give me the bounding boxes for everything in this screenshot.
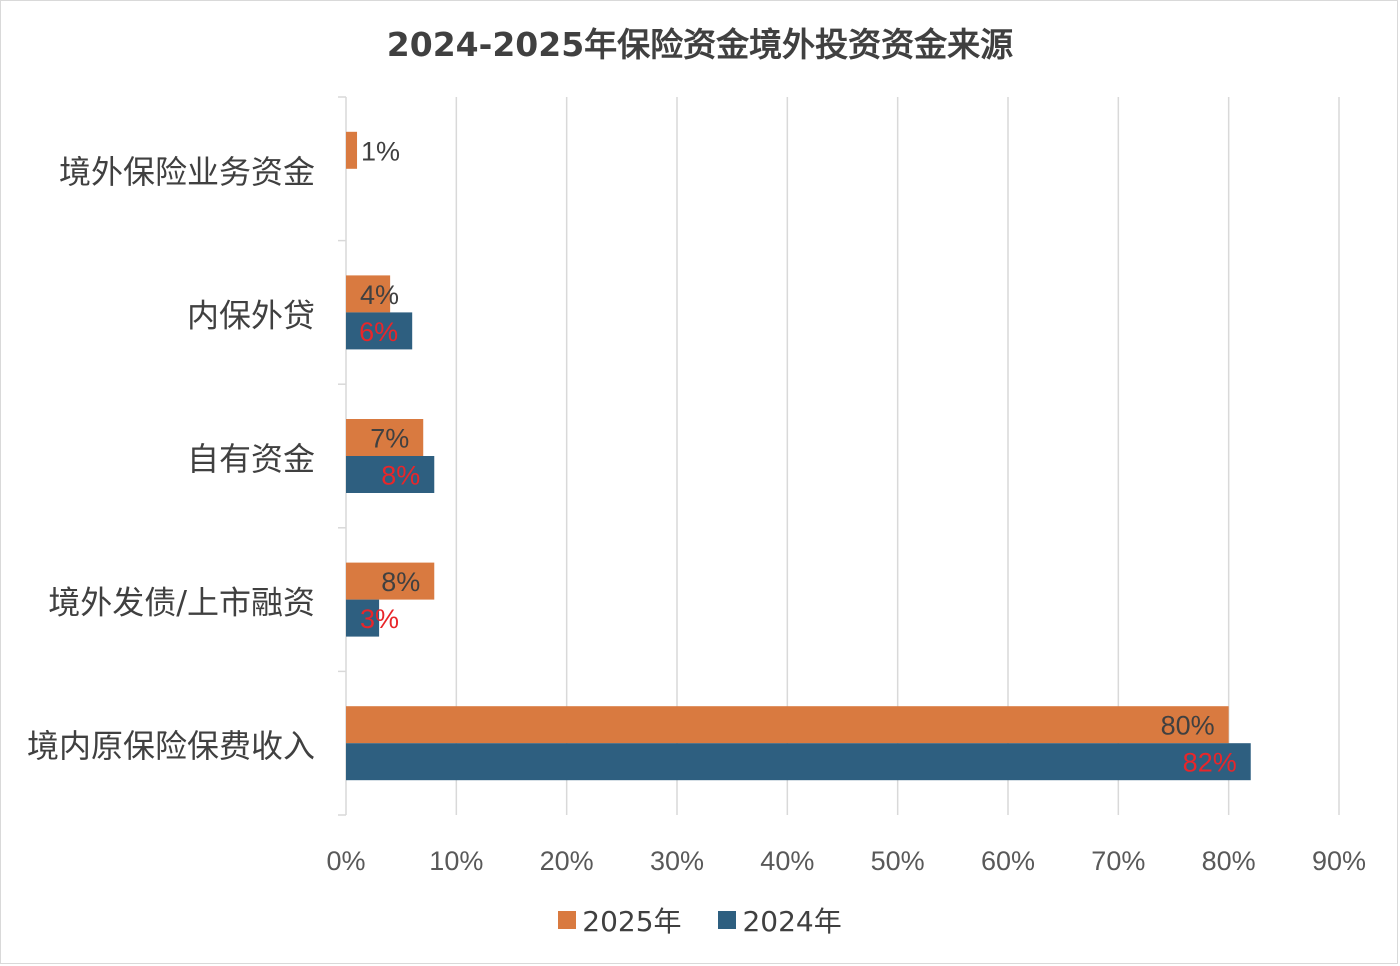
data-label-2025: 80% (1161, 711, 1215, 741)
bar-2025 (346, 131, 358, 169)
x-tick-label: 40% (760, 846, 814, 876)
data-label-2024: 6% (359, 317, 398, 347)
category-label: 内保外贷 (187, 296, 315, 334)
data-label-2025: 1% (361, 136, 400, 166)
data-label-2025: 4% (360, 280, 399, 310)
x-tick-label: 90% (1312, 846, 1366, 876)
x-tick-label: 0% (326, 846, 365, 876)
x-tick-label: 10% (429, 846, 483, 876)
legend: 2025年 2024年 (0, 900, 1400, 940)
bar-2025 (346, 706, 1229, 744)
x-tick-label: 50% (871, 846, 925, 876)
legend-item-2024: 2024年 (718, 900, 842, 940)
legend-swatch-2025 (558, 911, 577, 929)
x-tick-label: 80% (1202, 846, 1256, 876)
bar-2024 (346, 456, 435, 493)
x-tick-label: 60% (981, 846, 1035, 876)
category-label: 自有资金 (187, 440, 315, 478)
category-label: 境内原保险保费收入 (27, 727, 315, 765)
x-tick-label: 30% (650, 846, 704, 876)
legend-label-2024: 2024年 (742, 905, 842, 938)
data-label-2024: 8% (381, 461, 420, 491)
legend-label-2025: 2025年 (582, 905, 682, 938)
x-tick-label: 20% (540, 846, 594, 876)
legend-swatch-2024 (718, 911, 737, 929)
bar-2025 (346, 419, 424, 456)
data-label-2024: 82% (1183, 748, 1237, 778)
data-label-2025: 7% (370, 424, 409, 454)
data-label-2024: 3% (360, 604, 399, 634)
data-label-2025: 8% (381, 567, 420, 597)
bar-2024 (346, 743, 1251, 781)
category-label: 境外保险业务资金 (59, 153, 315, 191)
x-tick-label: 70% (1091, 846, 1145, 876)
bar-2025 (346, 275, 391, 313)
legend-item-2025: 2025年 (558, 900, 682, 940)
bar-2025 (346, 562, 435, 600)
chart-title: 2024-2025年保险资金境外投资资金来源 (386, 25, 1014, 64)
bar-2024 (346, 312, 413, 350)
bar-2024 (346, 599, 380, 637)
category-label: 境外发债/上市融资 (48, 584, 315, 622)
